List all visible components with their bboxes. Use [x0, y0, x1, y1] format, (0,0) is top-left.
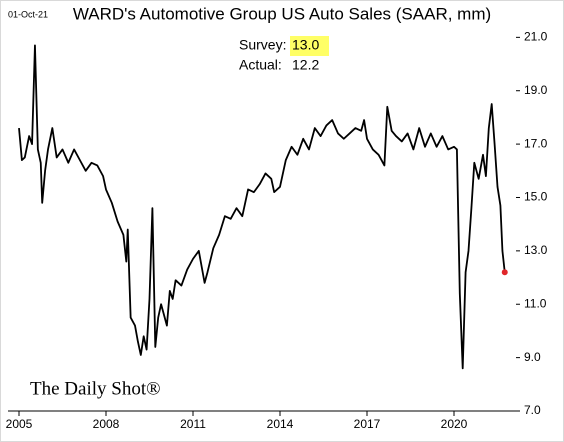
x-tick-label: 2011: [180, 417, 206, 431]
last-point: [501, 269, 508, 276]
y-tick-label: 7.0: [524, 403, 541, 417]
y-tick-label: 19.0: [524, 83, 548, 97]
y-tick-label: 9.0: [524, 350, 541, 364]
date-label: 01-Oct-21: [8, 9, 48, 19]
y-tick-label: 21.0: [524, 30, 548, 44]
x-tick-label: 2008: [93, 417, 120, 431]
x-tick-label: 2014: [267, 417, 294, 431]
survey-value: 13.0: [292, 37, 319, 53]
actual-label: Actual:: [239, 57, 282, 73]
chart-title: WARD's Automotive Group US Auto Sales (S…: [73, 4, 491, 23]
y-tick-label: 13.0: [524, 243, 548, 257]
watermark: The Daily Shot®: [30, 378, 161, 399]
y-tick-label: 11.0: [524, 296, 547, 310]
x-tick-label: 2017: [354, 417, 381, 431]
x-tick-label: 2005: [6, 417, 33, 431]
y-tick-label: 17.0: [524, 136, 548, 150]
survey-label: Survey:: [239, 37, 286, 53]
survey-highlight: [290, 36, 329, 56]
x-tick-label: 2020: [441, 417, 468, 431]
line: [18, 44, 506, 370]
y-tick-label: 15.0: [524, 190, 548, 204]
actual-value: 12.2: [292, 57, 319, 73]
